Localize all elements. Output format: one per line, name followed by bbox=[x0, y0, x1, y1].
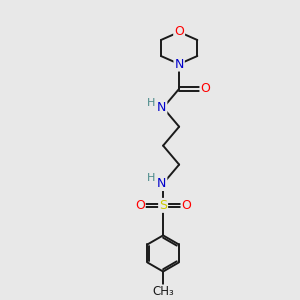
Text: O: O bbox=[182, 199, 191, 212]
Text: H: H bbox=[147, 173, 155, 183]
Text: N: N bbox=[175, 58, 184, 70]
Text: N: N bbox=[157, 101, 166, 114]
Text: O: O bbox=[174, 26, 184, 38]
Text: CH₃: CH₃ bbox=[152, 285, 174, 298]
Text: O: O bbox=[135, 199, 145, 212]
Text: H: H bbox=[147, 98, 155, 107]
Text: O: O bbox=[200, 82, 210, 95]
Text: N: N bbox=[157, 177, 166, 190]
Text: S: S bbox=[159, 199, 167, 212]
